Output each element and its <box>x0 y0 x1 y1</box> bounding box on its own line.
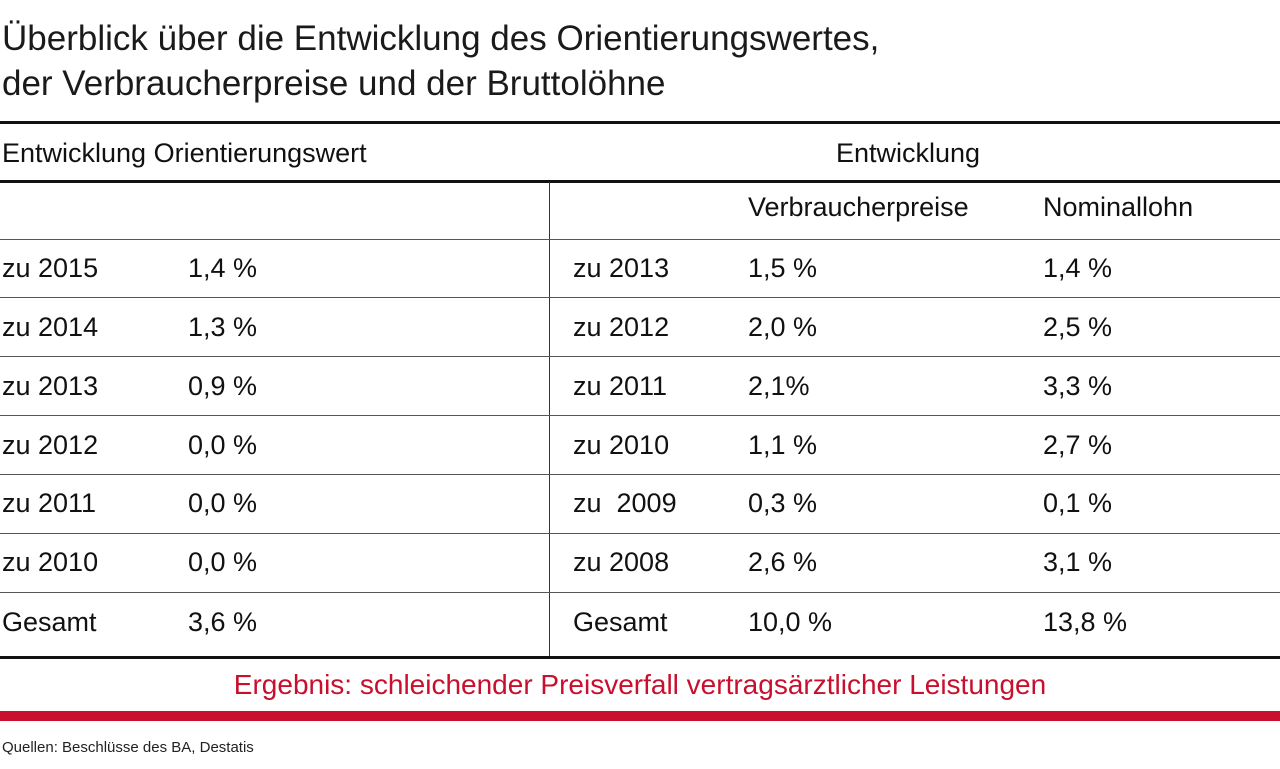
header-right: Entwicklung <box>836 138 981 168</box>
row-divider <box>0 239 1280 240</box>
row-right-label: zu 2012 <box>573 312 670 342</box>
row-left-value: 0,9 % <box>188 371 258 401</box>
source-note: Quellen: Beschlüsse des BA, Destatis <box>2 739 254 756</box>
row-right-label: zu 2009 <box>573 488 677 518</box>
column-divider <box>549 182 550 658</box>
row-left-label: zu 2010 <box>2 547 99 577</box>
total-left-label: Gesamt <box>2 607 97 637</box>
total-prices-value: 10,0 % <box>748 607 833 637</box>
row-divider <box>0 474 1280 475</box>
row-divider <box>0 415 1280 416</box>
column-header-wage: Nominallohn <box>1043 192 1194 222</box>
row-prices-value: 2,1% <box>748 371 810 401</box>
top-rule <box>0 121 1280 124</box>
result-text: Ergebnis: schleichender Preisverfall ver… <box>233 669 1047 700</box>
row-wage-value: 0,1 % <box>1043 488 1113 518</box>
row-divider <box>0 356 1280 357</box>
row-left-value: 0,0 % <box>188 488 258 518</box>
row-wage-value: 3,3 % <box>1043 371 1113 401</box>
total-left-value: 3,6 % <box>188 607 258 637</box>
row-wage-value: 2,7 % <box>1043 430 1113 460</box>
row-right-label: zu 2013 <box>573 253 670 283</box>
row-right-label: zu 2010 <box>573 430 670 460</box>
row-left-value: 1,3 % <box>188 312 258 342</box>
row-right-label: zu 2008 <box>573 547 670 577</box>
row-prices-value: 2,0 % <box>748 312 818 342</box>
header-rule <box>0 180 1280 183</box>
bottom-rule <box>0 656 1280 659</box>
accent-bar <box>0 711 1280 721</box>
title-line-2: der Verbraucherpreise und der Bruttolöhn… <box>2 64 666 103</box>
title-line-1: Überblick über die Entwicklung des Orien… <box>2 19 880 58</box>
row-divider <box>0 592 1280 593</box>
row-left-value: 0,0 % <box>188 430 258 460</box>
row-prices-value: 1,1 % <box>748 430 818 460</box>
row-left-label: zu 2012 <box>2 430 99 460</box>
row-prices-value: 0,3 % <box>748 488 818 518</box>
total-right-label: Gesamt <box>573 607 668 637</box>
page-title: Überblick über die Entwicklung des Orien… <box>2 16 1272 106</box>
row-left-label: zu 2013 <box>2 371 99 401</box>
row-right-label: zu 2011 <box>573 371 668 401</box>
row-left-label: zu 2015 <box>2 253 99 283</box>
row-divider <box>0 297 1280 298</box>
row-divider <box>0 533 1280 534</box>
row-wage-value: 2,5 % <box>1043 312 1113 342</box>
row-prices-value: 2,6 % <box>748 547 818 577</box>
row-wage-value: 1,4 % <box>1043 253 1113 283</box>
row-left-value: 0,0 % <box>188 547 258 577</box>
row-prices-value: 1,5 % <box>748 253 818 283</box>
row-wage-value: 3,1 % <box>1043 547 1113 577</box>
row-left-label: zu 2011 <box>2 488 97 518</box>
header-left: Entwicklung Orientierungswert <box>2 138 367 168</box>
row-left-value: 1,4 % <box>188 253 258 283</box>
total-wage-value: 13,8 % <box>1043 607 1128 637</box>
row-left-label: zu 2014 <box>2 312 99 342</box>
column-header-prices: Verbraucherpreise <box>748 192 969 222</box>
